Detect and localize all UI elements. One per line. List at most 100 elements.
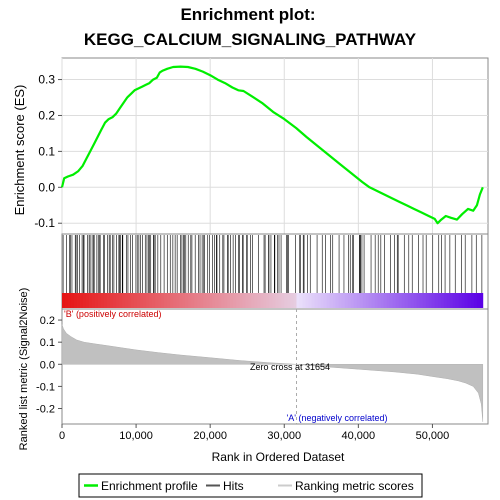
heat-bar-segment: [176, 293, 180, 308]
heat-bar-segment: [269, 293, 273, 308]
heat-bar-segment: [65, 293, 69, 308]
heat-bar-segment: [359, 293, 363, 308]
heat-bar-segment: [422, 293, 427, 308]
heat-bar-segment: [452, 293, 457, 308]
heat-bar-segment: [98, 293, 102, 308]
heat-bar-segment: [371, 293, 376, 308]
heat-bar-segment: [398, 293, 403, 308]
zero-cross-label: Zero cross at 31654: [250, 362, 330, 372]
heat-bar-segment: [437, 293, 442, 308]
heat-bar-segment: [389, 293, 394, 308]
heat-bar-segment: [197, 293, 201, 308]
heat-bar-segment: [227, 293, 231, 308]
heat-bar-segment: [68, 293, 72, 308]
heat-bar-segment: [332, 293, 336, 308]
ranking-heat-bar: [62, 293, 484, 308]
heat-bar-segment: [260, 293, 264, 308]
heat-bar-segment: [365, 293, 369, 308]
heat-bar-segment: [287, 293, 291, 308]
es-y-tick-label: 0.3: [38, 73, 55, 87]
heat-bar-segment: [71, 293, 75, 308]
heat-bar-segment: [326, 293, 330, 308]
heat-bar-segment: [155, 293, 159, 308]
heat-bar-segment: [416, 293, 421, 308]
heat-bar-segment: [356, 293, 360, 308]
heat-bar-segment: [320, 293, 324, 308]
heat-bar-segment: [173, 293, 177, 308]
metric-y-tick-label: 0.1: [40, 337, 55, 349]
heat-bar-segment: [449, 293, 454, 308]
heat-bar-segment: [353, 293, 357, 308]
heat-bar-segment: [206, 293, 210, 308]
heat-bar-segment: [257, 293, 261, 308]
heat-bar-segment: [92, 293, 96, 308]
heat-bar-segment: [188, 293, 192, 308]
metric-x-tick-label: 30,000: [267, 430, 301, 442]
heat-bar-segment: [62, 293, 66, 308]
heat-bar-segment: [377, 293, 382, 308]
es-y-tick-label: 0.2: [38, 108, 55, 122]
heat-bar-segment: [164, 293, 168, 308]
heat-bar-segment: [134, 293, 138, 308]
heat-bar-segment: [464, 293, 469, 308]
heat-bar-segment: [161, 293, 165, 308]
heat-bar-segment: [194, 293, 198, 308]
heat-bar-segment: [122, 293, 126, 308]
heat-bar-segment: [461, 293, 466, 308]
heat-bar-segment: [275, 293, 279, 308]
heat-bar-segment: [245, 293, 249, 308]
heat-bar-segment: [299, 293, 303, 308]
metric-y-ticks: -0.2 -0.1 0.0 0.1 0.2: [36, 315, 62, 416]
metric-panel: -0.2 -0.1 0.0 0.1 0.2 0 10,000 20,000 30,000 40,…: [18, 288, 489, 464]
heat-bar-segment: [344, 293, 348, 308]
heat-bar-segment: [263, 293, 267, 308]
heat-bar-segment: [125, 293, 129, 308]
heat-bar-segment: [74, 293, 78, 308]
heat-bar-segment: [290, 293, 294, 308]
heat-bar-segment: [341, 293, 345, 308]
heat-bar-segment: [200, 293, 204, 308]
heat-bar-segment: [248, 293, 252, 308]
heat-bar-segment: [137, 293, 141, 308]
heat-bar-segment: [443, 293, 448, 308]
heat-bar-segment: [101, 293, 105, 308]
heat-bar-segment: [401, 293, 406, 308]
es-panel-frame: [61, 57, 489, 235]
heat-bar-segment: [251, 293, 255, 308]
heat-bar-segment: [95, 293, 99, 308]
heat-bar-segment: [146, 293, 150, 308]
heat-bar-segment: [191, 293, 195, 308]
heat-bar-segment: [116, 293, 120, 308]
legend-label-hits: Hits: [223, 479, 244, 493]
es-y-tick-label: 0.1: [38, 144, 55, 158]
heat-bar-segment: [374, 293, 379, 308]
heat-bar-segment: [392, 293, 397, 308]
heat-bar-segment: [254, 293, 258, 308]
heat-bar-segment: [83, 293, 87, 308]
heat-bar-segment: [80, 293, 84, 308]
heat-bar-segment: [218, 293, 222, 308]
ranking-metric-area: [61, 324, 484, 422]
heat-bar-segment: [293, 293, 297, 308]
metric-x-axis-label: Rank in Ordered Dataset: [212, 450, 345, 464]
heat-bar-segment: [119, 293, 123, 308]
heat-bar-segment: [209, 293, 213, 308]
heat-bar-segment: [476, 293, 481, 308]
heat-bar-segment: [413, 293, 418, 308]
metric-x-tick-label: 0: [59, 430, 65, 442]
es-y-tick-label: -0.1: [34, 216, 55, 230]
negative-correlated-label: 'A' (negatively correlated): [287, 413, 388, 423]
heat-bar-segment: [404, 293, 409, 308]
heat-bar-segment: [203, 293, 207, 308]
heat-bar-segment: [407, 293, 412, 308]
es-grid: [61, 58, 488, 234]
heat-bar-segment: [323, 293, 327, 308]
heat-bar-segment: [455, 293, 460, 308]
heat-bar-segment: [347, 293, 351, 308]
heat-bar-segment: [170, 293, 174, 308]
heat-bar-segment: [350, 293, 354, 308]
heat-bar-segment: [296, 293, 300, 308]
heat-bar-segment: [215, 293, 219, 308]
chart-title-line2: KEGG_CALCIUM_SIGNALING_PATHWAY: [84, 30, 417, 49]
